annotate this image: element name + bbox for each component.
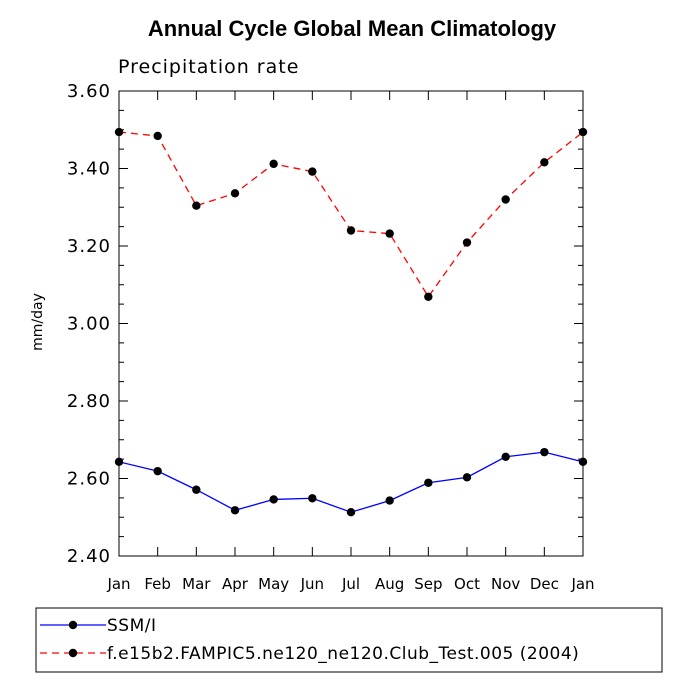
y-tick-label: 2.40 [67,546,111,567]
y-tick-label: 3.20 [67,236,111,257]
data-point [424,478,433,487]
data-point [114,457,124,467]
data-point [153,466,162,476]
x-tick-label: Nov [491,575,520,593]
legend: SSM/I f.e15b2.FAMPIC5.ne120_ne120.Club_Te… [40,616,579,664]
x-tick-label: Oct [454,575,480,593]
y-axis-title: mm/day [30,293,46,351]
data-point [385,229,394,238]
data-point [346,226,356,235]
legend-marker [68,620,78,630]
data-point [230,189,240,198]
data-point [578,127,588,137]
data-point [540,447,549,457]
data-point [269,159,278,169]
data-point [230,506,240,515]
y-tick-label: 3.00 [67,314,111,335]
data-point [501,195,510,204]
legend-box [35,607,663,673]
x-tick-label: Aug [375,575,404,593]
x-tick-label: Apr [222,575,249,593]
data-point [462,238,472,247]
y-tick-label: 3.60 [67,81,111,102]
data-point [192,201,201,210]
x-tick-label: Sep [414,575,442,593]
y-tick-label: 2.80 [67,391,111,412]
data-point [385,496,394,505]
data-point [269,495,278,504]
data-point [308,167,317,176]
legend-label-1: f.e15b2.FAMPIC5.ne120_ne120.Club_Test.00… [107,644,579,664]
data-point [153,131,162,141]
data-point [308,494,317,503]
data-point [578,457,588,467]
data-point [501,452,510,461]
series-line-0 [118,451,584,513]
data-point [462,473,472,482]
y-tick-label: 2.60 [67,469,111,490]
data-point [424,292,433,301]
x-tick-label: Jun [300,575,324,593]
chart-subtitle: Precipitation rate [118,56,299,78]
legend-marker [68,648,78,658]
y-tick-label: 3.40 [67,159,111,180]
series-line-1 [118,131,584,298]
x-tick-label: Jan [570,575,594,593]
series-layer [114,127,588,517]
x-tick-label: Dec [530,575,559,593]
axes-layer: 2.40 2.60 2.80 3.00 3.20 3.40 3.60 Jan Feb Mar Apr… [67,81,595,593]
x-tick-label: Feb [144,575,171,593]
x-tick-label: May [258,575,289,593]
x-tick-label: Jul [341,575,360,593]
data-point [114,127,124,137]
x-tick-label: Mar [182,575,211,593]
legend-label-0: SSM/I [107,616,157,636]
data-point [540,158,549,167]
chart-title: Annual Cycle Global Mean Climatology [148,16,557,41]
data-point [346,508,356,517]
data-point [192,485,201,494]
x-tick-label: Jan [106,575,130,593]
